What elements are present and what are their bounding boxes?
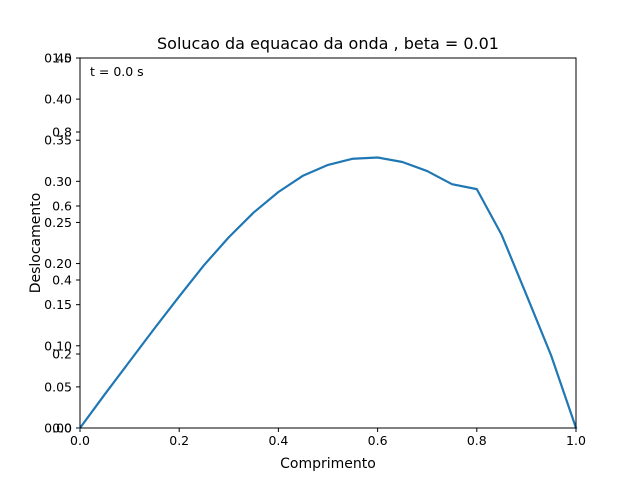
- y-tick-label-secondary: 0.2: [52, 347, 72, 362]
- y-tick-label: 0.15: [44, 297, 72, 312]
- y-tick-label-secondary: 0.0: [52, 421, 72, 436]
- chart-title: Solucao da equacao da onda , beta = 0.01: [157, 34, 499, 53]
- time-annotation: t = 0.0 s: [90, 64, 144, 79]
- x-tick-label: 0.2: [169, 433, 189, 448]
- series-line: [78, 156, 578, 430]
- x-tick-label: 0.6: [368, 433, 388, 448]
- y-tick-label: 0.35: [44, 133, 72, 148]
- x-axis-label: Comprimento: [280, 456, 376, 472]
- y-tick-label-secondary: 0.4: [52, 273, 72, 288]
- plot-area: 0.0 0.2 0.4 0.6 0.8 1.0 0.00 0.05 0.10 0.15 0.20 0.…: [44, 51, 586, 449]
- y-tick-label: 0.05: [44, 379, 72, 394]
- plot-frame: [79, 57, 577, 429]
- y-tick-label: 0.20: [44, 256, 72, 271]
- x-tick-label: 0.4: [268, 433, 288, 448]
- y-tick-label: 0.45: [44, 51, 72, 66]
- y-tick-label-secondary: 1.0: [52, 51, 72, 66]
- y-tick-label: 0.40: [44, 92, 72, 107]
- x-tick-label: 1.0: [566, 433, 586, 448]
- x-tick-label: 0.8: [467, 433, 487, 448]
- y-tick-label: 0.30: [44, 174, 72, 189]
- y-tick-label-secondary: 0.6: [52, 199, 72, 214]
- y-tick-label-secondary: 0.8: [52, 125, 72, 140]
- y-axis-label: Deslocamento: [28, 193, 44, 294]
- y-tick-label: 0.10: [44, 338, 72, 353]
- y-tick-label: 0.25: [44, 215, 72, 230]
- x-tick-label: 0.0: [70, 433, 90, 448]
- y-tick-label: 0.00: [44, 421, 72, 436]
